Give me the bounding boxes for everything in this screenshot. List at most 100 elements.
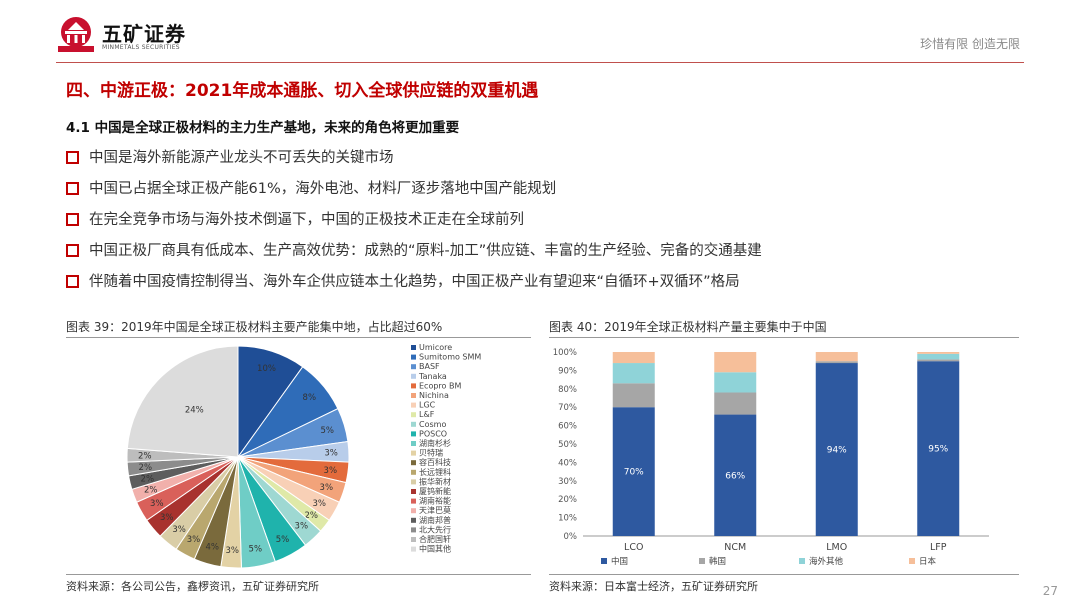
bar-data-label: 66% (725, 471, 745, 481)
bullet-item: 在完全竞争市场与海外技术倒逼下，中国的正极技术正走在全球前列 (66, 208, 762, 239)
bar-segment (714, 392, 757, 415)
legend-entry: Sumitomo SMM (419, 353, 481, 362)
bullet-square-icon (66, 182, 79, 195)
legend-swatch (411, 460, 416, 466)
y-tick-label: 70% (558, 403, 577, 413)
pie-data-label: 3% (295, 521, 309, 531)
figure2-caption-rule (549, 337, 1019, 338)
legend-swatch (411, 421, 416, 427)
bar-segment (612, 363, 655, 384)
y-tick-label: 30% (558, 477, 577, 487)
bar-segment (917, 353, 960, 360)
bullet-text: 中国正极厂商具有低成本、生产高效优势：成熟的“原料-加工”供应链、丰富的生产经验… (89, 243, 762, 259)
legend-entry: 韩国 (709, 556, 726, 567)
legend-swatch (411, 354, 416, 360)
legend-swatch (411, 431, 416, 437)
legend-swatch (411, 508, 416, 514)
legend-swatch (411, 498, 416, 504)
legend-swatch (411, 364, 416, 370)
bullet-text: 中国是海外新能源产业龙头不可丢失的关键市场 (89, 150, 394, 166)
bar-segment (917, 361, 960, 536)
pie-data-label: 2% (141, 475, 155, 485)
pie-data-label: 3% (312, 499, 326, 509)
bar-data-label: 95% (928, 445, 948, 455)
legend-entry: 日本 (919, 556, 937, 567)
legend-entry: 容百科技 (419, 457, 451, 467)
figure2-source: 资料来源：日本富士经济，五矿证券研究所 (549, 580, 758, 593)
bullet-item: 中国已占据全球正极产能61%，海外电池、材料厂逐步落地中国产能规划 (66, 177, 762, 208)
legend-entry: LGC (419, 401, 436, 410)
logo-text: 五矿证券 (102, 22, 186, 46)
bullet-square-icon (66, 244, 79, 257)
legend-swatch (411, 373, 416, 379)
y-tick-label: 50% (558, 440, 577, 450)
bullet-text: 在完全竞争市场与海外技术倒逼下，中国的正极技术正走在全球前列 (89, 212, 524, 228)
bar-data-label: 70% (624, 468, 644, 478)
legend-entry: 湖南裕能 (419, 496, 451, 506)
legend-entry: 振华新材 (419, 476, 451, 486)
company-logo-icon (58, 17, 94, 52)
pie-data-label: 3% (187, 535, 201, 545)
figure2-caption: 图表 40：2019年全球正极材料产量主要集中于中国 (549, 320, 827, 334)
pie-data-label: 2% (138, 452, 152, 462)
pie-data-label: 5% (320, 426, 334, 436)
figure1-caption: 图表 39：2019年中国是全球正极材料主要产能集中地，占比超过60% (66, 320, 443, 334)
y-tick-label: 40% (558, 458, 577, 468)
header-divider (56, 62, 1024, 63)
bullet-square-icon (66, 213, 79, 226)
bar-segment (917, 359, 960, 362)
section-title: 四、中游正极：2021年成本通胀、切入全球供应链的双重机遇 (66, 81, 539, 101)
legend-swatch (411, 383, 416, 389)
pie-slice (126, 345, 239, 458)
legend-swatch (699, 558, 705, 564)
legend-swatch (411, 441, 416, 446)
figure1-source-rule (66, 574, 531, 575)
legend-entry: BASF (419, 362, 440, 371)
legend-entry: 贝特瑞 (419, 448, 443, 458)
pie-data-label: 3% (160, 513, 174, 523)
legend-swatch (909, 558, 915, 564)
legend-swatch (411, 345, 416, 350)
bar-segment (612, 383, 655, 408)
y-tick-label: 20% (558, 495, 577, 505)
bar-segment (917, 352, 960, 354)
bullet-square-icon (66, 275, 79, 288)
legend-swatch (411, 450, 416, 456)
bullet-item: 中国正极厂商具有低成本、生产高效优势：成熟的“原料-加工”供应链、丰富的生产经验… (66, 239, 762, 270)
legend-entry: 中国其他 (419, 544, 451, 554)
bar-data-label: 94% (827, 446, 847, 456)
legend-entry: L&F (419, 410, 435, 419)
bullet-text: 中国已占据全球正极产能61%，海外电池、材料厂逐步落地中国产能规划 (89, 181, 557, 197)
bar-segment (612, 407, 655, 536)
legend-entry: 北大先行 (419, 524, 451, 534)
legend-entry: Tanaka (418, 372, 447, 381)
pie-data-label: 8% (303, 393, 317, 403)
x-tick-label: NCM (724, 542, 746, 553)
y-tick-label: 90% (558, 366, 577, 376)
bar-segment (714, 352, 757, 373)
legend-swatch (411, 537, 416, 542)
y-tick-label: 0% (564, 532, 578, 542)
pie-data-label: 3% (150, 499, 164, 509)
sub-title: 4.1 中国是全球正极材料的主力生产基地，未来的角色将更加重要 (66, 120, 460, 136)
pie-data-label: 3% (172, 525, 186, 535)
legend-swatch (411, 527, 416, 533)
pie-data-label: 2% (139, 463, 153, 473)
bar-segment (815, 352, 858, 362)
legend-swatch (411, 412, 416, 418)
bullet-text: 伴随着中国疫情控制得当、海外车企供应链本土化趋势，中国正极产业有望迎来“自循环+… (89, 274, 740, 290)
legend-swatch (601, 558, 607, 564)
y-tick-label: 100% (553, 348, 577, 358)
legend-entry: Ecopro BM (419, 381, 461, 390)
legend-swatch (411, 393, 416, 398)
pie-chart: 10%8%5%3%3%3%3%2%3%5%5%3%4%3%3%3%3%2%2%2… (126, 343, 481, 569)
y-tick-label: 80% (558, 385, 577, 395)
legend-entry: 湖南邦普 (419, 515, 451, 525)
figure1-caption-rule (66, 337, 531, 338)
legend-entry: 厦钨新能 (419, 486, 451, 496)
pie-data-label: 4% (205, 543, 219, 553)
x-tick-label: LFP (930, 542, 947, 553)
legend-swatch (411, 402, 416, 408)
stacked-bar-chart: 0% 10% 20% 30% 40% 50% 60% 70% 80% 90% 100% 70% LCO 6… (553, 348, 989, 567)
bullet-item: 中国是海外新能源产业龙头不可丢失的关键市场 (66, 146, 762, 177)
